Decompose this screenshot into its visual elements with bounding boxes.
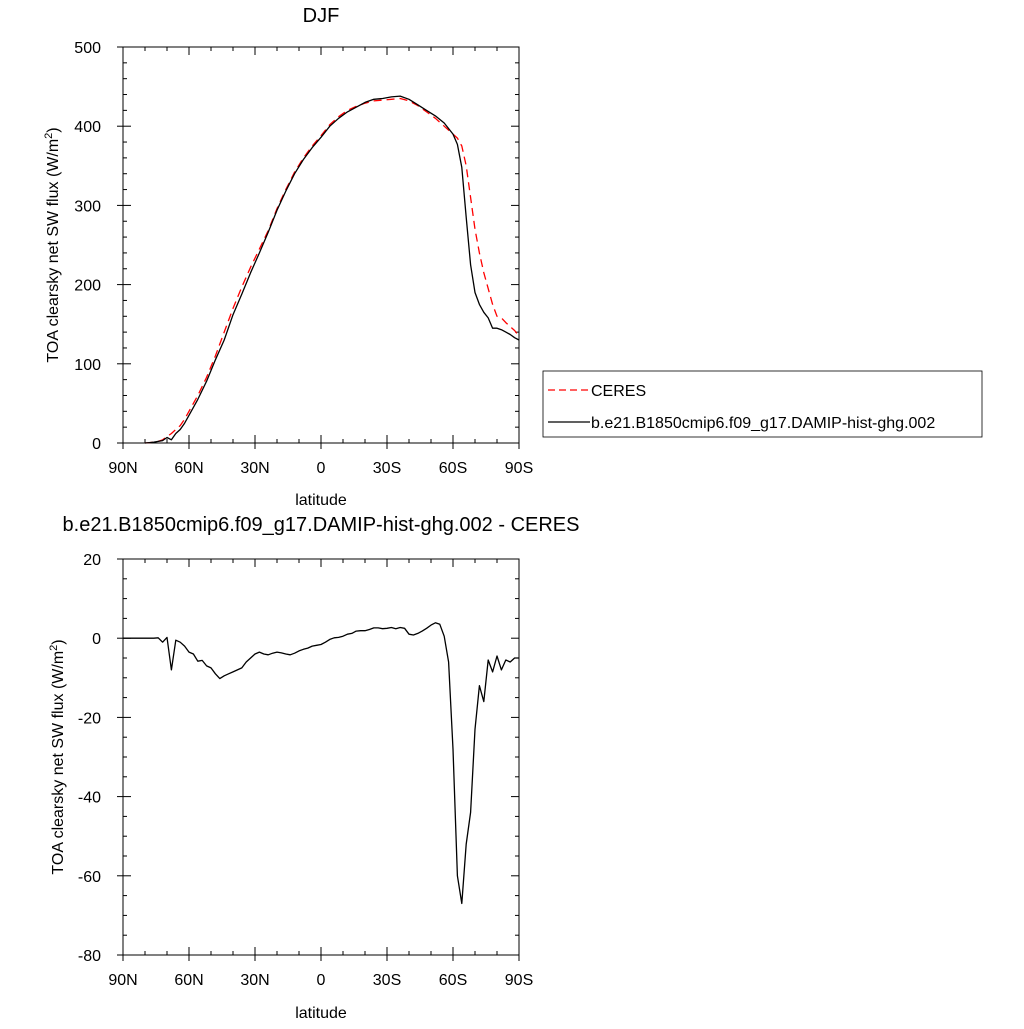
bottom-y-tick-label: 0 <box>92 631 101 648</box>
legend: CERES b.e21.B1850cmip6.f09_g17.DAMIP-his… <box>542 370 983 438</box>
bottom-series-lines <box>123 622 519 905</box>
top-y-tick-label: 300 <box>74 198 101 215</box>
bottom-y-tick-label: -40 <box>78 790 101 807</box>
bottom-y-tick-label: -60 <box>78 869 101 886</box>
legend-label-model: b.e21.B1850cmip6.f09_g17.DAMIP-hist-ghg.… <box>591 415 935 432</box>
bottom-y-axis-label-sup: 2 <box>48 645 60 651</box>
legend-box <box>542 370 983 438</box>
bottom-x-tick-label: 0 <box>317 972 326 989</box>
top-y-tick-label: 0 <box>92 436 101 453</box>
top-chart-title: DJF <box>303 5 340 27</box>
bottom-x-tick-label: 30N <box>240 972 269 989</box>
top-series-lines <box>144 95 520 444</box>
bottom-x-tick-label: 90N <box>108 972 137 989</box>
top-y-axis-label-main: TOA clearsky net SW flux (W/m <box>45 139 62 363</box>
top-axis-ticks: 90N 60N 30N 0 30S 60S 90S 0 100 200 300 400 500 <box>74 40 533 477</box>
bottom-y-axis-label-end: ) <box>50 639 67 644</box>
top-y-tick-label: 100 <box>74 357 101 374</box>
bottom-x-tick-label: 90S <box>505 972 533 989</box>
top-x-axis-label: latitude <box>295 492 347 509</box>
bottom-y-tick-label: 20 <box>83 552 101 569</box>
bottom-y-tick-label: -80 <box>78 948 101 965</box>
top-x-tick-label: 90S <box>505 460 533 477</box>
top-series-line-ceres <box>144 97 520 444</box>
bottom-series-line-difference <box>123 622 519 905</box>
top-x-tick-label: 60N <box>174 460 203 477</box>
top-series-line-model <box>144 95 520 444</box>
top-x-tick-label: 90N <box>108 460 137 477</box>
bottom-y-axis-label-main: TOA clearsky net SW flux (W/m <box>50 651 67 875</box>
top-y-axis-label-end: ) <box>45 127 62 132</box>
top-x-tick-label: 0 <box>317 460 326 477</box>
bottom-y-tick-label: -20 <box>78 710 101 727</box>
bottom-x-axis-label: latitude <box>295 1005 347 1022</box>
top-y-tick-label: 400 <box>74 119 101 136</box>
bottom-plot-frame <box>122 558 520 956</box>
bottom-x-tick-label: 30S <box>373 972 401 989</box>
top-x-tick-label: 60S <box>439 460 467 477</box>
bottom-axis-ticks: 90N 60N 30N 0 30S 60S 90S -80 -60 -40 -20 0 20 <box>78 552 533 989</box>
bottom-x-tick-label: 60N <box>174 972 203 989</box>
bottom-panel: b.e21.B1850cmip6.f09_g17.DAMIP-hist-ghg.… <box>48 514 579 1022</box>
legend-label-ceres: CERES <box>591 383 646 400</box>
top-panel: DJF 90N 60N 30N 0 30S 60S 90S0100200300400500 … <box>43 5 533 509</box>
top-y-tick-label: 500 <box>74 40 101 57</box>
top-x-tick-label: 30N <box>240 460 269 477</box>
bottom-y-axis-label: TOA clearsky net SW flux (W/m2) <box>48 639 67 874</box>
top-x-tick-label: 30S <box>373 460 401 477</box>
top-plot-frame <box>122 46 520 444</box>
bottom-x-tick-label: 60S <box>439 972 467 989</box>
top-y-axis-label-sup: 2 <box>43 133 55 139</box>
top-y-tick-label: 200 <box>74 278 101 295</box>
top-y-axis-label: TOA clearsky net SW flux (W/m2) <box>43 127 62 362</box>
bottom-chart-title: b.e21.B1850cmip6.f09_g17.DAMIP-hist-ghg.… <box>63 514 580 536</box>
